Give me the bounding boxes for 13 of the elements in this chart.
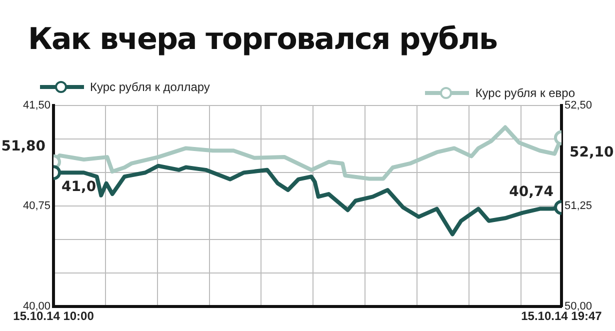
data-label: 52,10 bbox=[569, 144, 614, 160]
data-label: 41,0 bbox=[62, 179, 96, 196]
data-label: 40,74 bbox=[509, 184, 554, 200]
legend-label: Курс рубля к евро bbox=[475, 86, 575, 100]
y-tick-label: 40,00 bbox=[22, 300, 51, 313]
y-tick-label: 40,75 bbox=[22, 200, 51, 212]
data-label: 51,80 bbox=[1, 138, 46, 155]
y2-tick-label: 52,50 bbox=[564, 100, 592, 112]
y2-tick-label: 51,25 bbox=[564, 200, 592, 212]
chart-title: Как вчера торговался рубль bbox=[28, 22, 498, 57]
y2-tick-label: 50,00 bbox=[564, 300, 592, 313]
legend-label: Курс рубля к доллару bbox=[90, 80, 210, 94]
y-tick-label: 41,50 bbox=[22, 100, 51, 112]
